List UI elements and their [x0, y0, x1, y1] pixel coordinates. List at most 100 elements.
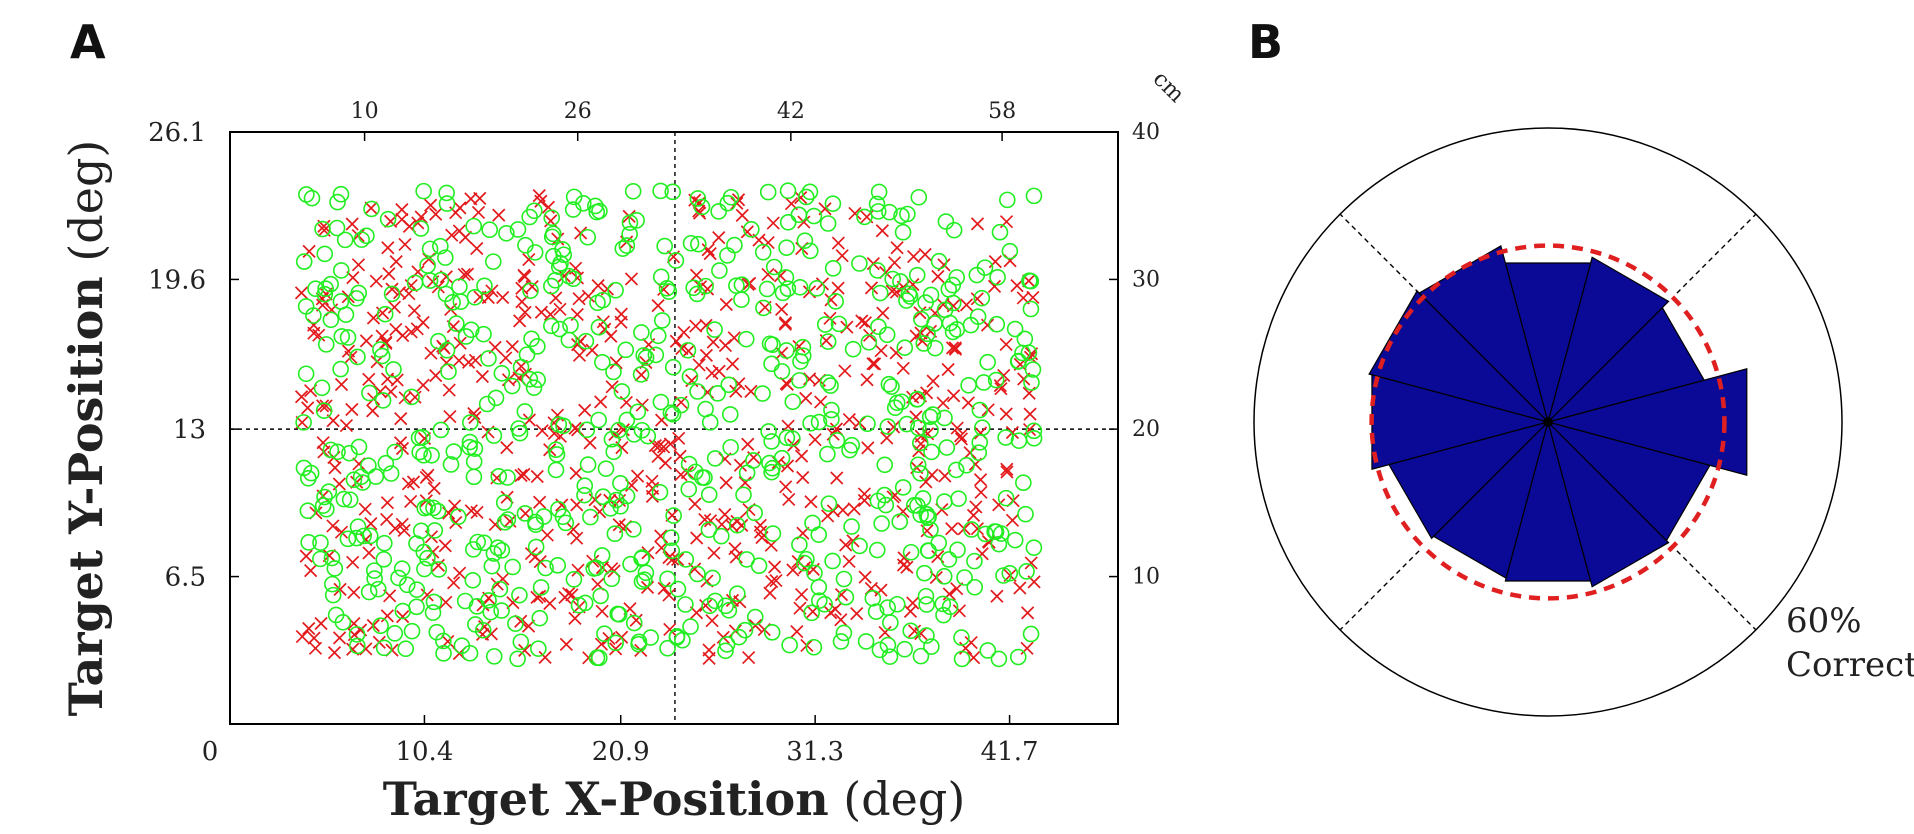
scatter-point-incorrect: [398, 237, 412, 252]
scatter-point-correct: [898, 415, 916, 433]
scatter-point-incorrect: [462, 355, 476, 369]
scatter-point-incorrect: [568, 261, 583, 275]
right-tick-label: 40: [1132, 120, 1160, 145]
scatter-point-correct: [901, 288, 919, 305]
scatter-point-correct: [737, 330, 755, 348]
scatter-point-correct: [989, 268, 1006, 286]
scatter-point-incorrect: [830, 471, 844, 485]
scatter-point-correct: [605, 443, 623, 461]
scatter-point-correct: [719, 194, 737, 212]
scatter-point-correct: [594, 488, 612, 506]
scatter-point-incorrect: [970, 292, 984, 306]
scatter-point-correct: [810, 592, 828, 609]
scatter-point-incorrect: [860, 373, 874, 387]
scatter-point-correct: [617, 341, 635, 359]
scatter-point-correct: [403, 622, 421, 640]
scatter-point-correct: [728, 516, 746, 534]
scatter-point-correct: [457, 328, 475, 345]
scatter-point-correct: [935, 568, 953, 585]
scatter-point-correct: [361, 384, 378, 402]
scatter-point-correct: [322, 275, 339, 293]
scatter-point-incorrect: [445, 228, 459, 242]
scatter-point-correct: [522, 282, 539, 299]
y-tick-label: 19.6: [148, 265, 206, 295]
scatter-point-correct: [720, 376, 738, 394]
scatter-point-incorrect: [314, 616, 328, 631]
scatter-point-incorrect: [648, 439, 662, 453]
scatter-point-correct: [390, 569, 407, 587]
scatter-point-correct: [535, 508, 553, 525]
top-tick-label: 26: [564, 99, 592, 124]
scatter-point-correct: [432, 237, 449, 255]
scatter-point-correct: [491, 580, 509, 598]
scatter-point-incorrect: [345, 217, 359, 231]
scatter-point-incorrect: [945, 522, 959, 536]
scatter-point-correct: [791, 372, 808, 389]
scatter-point-incorrect: [735, 208, 749, 222]
scatter-point-incorrect: [858, 316, 872, 330]
scatter-point-correct: [576, 477, 594, 495]
scatter-point-incorrect: [333, 582, 347, 596]
scatter-point-incorrect: [395, 202, 409, 217]
scatter-point-incorrect: [1021, 606, 1035, 620]
scatter-point-incorrect: [553, 302, 567, 316]
scatter-point-incorrect: [559, 637, 573, 651]
scatter-point-incorrect: [699, 598, 713, 613]
scatter-point-correct: [798, 550, 815, 568]
scatter-point-correct: [376, 305, 394, 323]
scatter-point-correct: [868, 195, 886, 213]
scatter-point-correct: [844, 340, 862, 358]
scatter-point-correct: [416, 560, 433, 578]
scatter-point-correct: [629, 403, 647, 421]
scatter-point-incorrect: [999, 337, 1013, 352]
scatter-point-correct: [713, 527, 730, 545]
scatter-point-incorrect: [532, 189, 546, 203]
scatter-point-correct: [428, 623, 446, 641]
scatter-point-correct: [421, 272, 439, 289]
polar-center: [1543, 417, 1553, 427]
scatter-point-incorrect: [522, 252, 536, 267]
scatter-point-incorrect: [842, 554, 856, 569]
scatter-point-correct: [819, 333, 837, 350]
scatter-point-correct: [1015, 474, 1032, 491]
scatter-point-correct: [576, 486, 593, 504]
scatter-point-correct: [672, 396, 690, 414]
scatter-point-correct: [490, 468, 508, 485]
scatter-point-incorrect: [533, 495, 547, 509]
scatter-point-correct: [883, 378, 900, 395]
scatter-point-correct: [794, 338, 812, 356]
scatter-point-correct: [587, 197, 604, 215]
scatter-point-correct: [423, 446, 440, 464]
scatter-point-correct: [481, 221, 498, 239]
scatter-point-correct: [750, 557, 768, 575]
scatter-point-correct: [1022, 625, 1040, 643]
scatter-point-correct: [949, 541, 966, 559]
scatter-point-incorrect: [778, 316, 793, 330]
scatter-point-correct: [894, 479, 912, 496]
scatter-point-correct: [792, 353, 809, 370]
scatter-point-incorrect: [838, 364, 852, 378]
scatter-point-incorrect: [609, 356, 623, 370]
scatter-point-correct: [579, 456, 597, 473]
scatter-point-incorrect: [808, 433, 822, 447]
scatter-point-incorrect: [1024, 556, 1038, 570]
scatter-point-correct: [864, 590, 882, 607]
scatter-point-incorrect: [900, 560, 914, 574]
scatter-point-correct: [704, 569, 721, 587]
scatter-point-incorrect: [861, 441, 875, 455]
scatter-point-correct: [970, 444, 988, 461]
scatter-point-correct: [633, 324, 650, 341]
scatter-point-correct: [382, 465, 400, 482]
scatter-point-correct: [596, 625, 613, 643]
scatter-point-incorrect: [380, 496, 395, 510]
scatter-point-correct: [590, 411, 607, 429]
scatter-point-correct: [779, 280, 797, 297]
scatter-point-correct: [493, 542, 511, 559]
scatter-point-incorrect: [768, 560, 782, 574]
y-tick-label: 26.1: [148, 118, 206, 148]
scatter-point-correct: [891, 513, 909, 530]
scatter-point-incorrect: [903, 604, 918, 618]
scatter-point-correct: [934, 595, 952, 613]
scatter-point-incorrect: [416, 378, 430, 392]
